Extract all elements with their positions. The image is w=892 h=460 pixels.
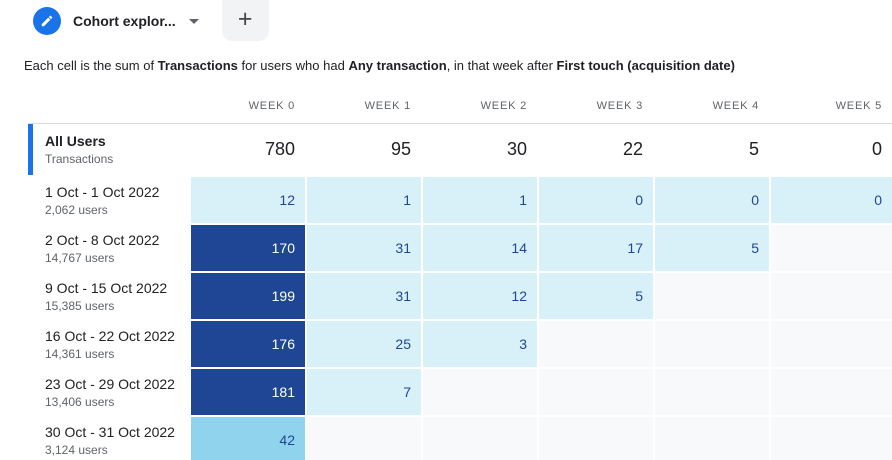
cohort-row: 9 Oct - 15 Oct 2022 15,385 users 199 31 12 5 [0,273,892,319]
cohort-date-range: 30 Oct - 31 Oct 2022 [45,423,175,440]
cohort-row-label: 16 Oct - 22 Oct 2022 14,361 users [0,321,189,367]
cohort-cell[interactable]: 0 [771,177,892,223]
cohort-cell[interactable]: 25 [307,321,421,367]
cohort-cell [655,321,769,367]
summary-value: 5 [748,138,759,159]
cohort-user-count: 13,406 users [45,394,115,409]
week-header: WEEK 0 [248,100,295,112]
cohort-date-range: 1 Oct - 1 Oct 2022 [45,183,160,200]
description-bold-segment: Any transaction [348,58,447,73]
plus-icon: + [237,4,253,33]
cohort-cell [771,273,892,319]
cohort-cell [771,225,892,271]
week-header: WEEK 1 [364,100,411,112]
cohort-cell[interactable]: 5 [655,225,769,271]
cohort-cell [655,417,769,460]
summary-value: 0 [871,138,882,159]
cohort-user-count: 14,767 users [45,250,115,265]
cohort-row-label: 30 Oct - 31 Oct 2022 3,124 users [0,417,189,460]
cohort-cell [423,417,537,460]
cohort-date-range: 2 Oct - 8 Oct 2022 [45,231,160,248]
cohort-cell[interactable]: 0 [539,177,653,223]
tab-cohort-exploration[interactable]: Cohort explor... [0,0,205,41]
cohort-date-range: 16 Oct - 22 Oct 2022 [45,327,175,344]
cohort-cell[interactable]: 1 [423,177,537,223]
cohort-row: 30 Oct - 31 Oct 2022 3,124 users 42 [0,417,892,460]
cohort-user-count: 15,385 users [45,298,115,313]
cohort-cell [539,369,653,415]
summary-value: 22 [622,138,643,159]
all-users-row[interactable]: All Users Transactions 780 95 30 22 5 0 [0,123,892,175]
summary-title: All Users [45,132,106,149]
cohort-cell[interactable]: 12 [191,177,305,223]
cohort-table: WEEK 0 WEEK 1 WEEK 2 WEEK 3 WEEK 4 WEEK 5 All… [0,89,892,460]
tab-bar: Cohort explor... + [0,0,892,41]
cohort-cell [423,369,537,415]
cohort-cell [771,417,892,460]
cohort-date-range: 9 Oct - 15 Oct 2022 [45,279,168,296]
edit-pencil-icon [33,6,61,35]
week-header: WEEK 3 [596,100,643,112]
description-segment: for users who had [237,58,349,73]
cohort-row-label: 1 Oct - 1 Oct 2022 2,062 users [0,177,189,223]
cohort-cell[interactable]: 3 [423,321,537,367]
cohort-cell[interactable]: 1 [307,177,421,223]
cohort-cell[interactable]: 199 [191,273,305,319]
cohort-cell[interactable]: 0 [655,177,769,223]
cohort-row-label: 23 Oct - 29 Oct 2022 13,406 users [0,369,189,415]
cohort-cell [655,273,769,319]
accent-bar [28,124,33,175]
cohort-row-label: 9 Oct - 15 Oct 2022 15,385 users [0,273,189,319]
cohort-cell[interactable]: 5 [539,273,653,319]
description-bold-segment: Transactions [157,58,238,73]
cohort-cell [539,321,653,367]
cohort-row: 2 Oct - 8 Oct 2022 14,767 users 170 31 14 17 5 [0,225,892,271]
summary-value: 30 [506,138,527,159]
cohort-cell[interactable]: 14 [423,225,537,271]
description-bold-segment: First touch (acquisition date) [556,58,735,73]
week-header-row: WEEK 0 WEEK 1 WEEK 2 WEEK 3 WEEK 4 WEEK 5 [0,89,892,123]
cohort-cell [771,369,892,415]
cohort-cell [307,417,421,460]
chevron-down-icon[interactable] [188,18,199,24]
week-header: WEEK 5 [835,100,882,112]
summary-subtitle: Transactions [45,151,114,166]
all-users-label-cell: All Users Transactions [0,123,189,175]
cohort-row-label: 2 Oct - 8 Oct 2022 14,767 users [0,225,189,271]
description-segment: , in that week after [446,58,557,73]
cohort-user-count: 14,361 users [45,346,115,361]
cohort-cell [655,369,769,415]
summary-value: 95 [390,138,411,159]
week-header: WEEK 4 [712,100,759,112]
add-tab-button[interactable]: + [221,0,269,41]
cohort-cell[interactable]: 31 [307,225,421,271]
week-header: WEEK 2 [480,100,527,112]
cohort-cell[interactable]: 176 [191,321,305,367]
summary-value: 780 [264,138,295,159]
cohort-cell[interactable]: 181 [191,369,305,415]
cohort-rows: 1 Oct - 1 Oct 2022 2,062 users 12 1 1 0 0 0 2 Oc… [0,177,892,460]
cohort-cell[interactable]: 31 [307,273,421,319]
cohort-cell [539,417,653,460]
cohort-row: 1 Oct - 1 Oct 2022 2,062 users 12 1 1 0 0 0 [0,177,892,223]
cohort-cell[interactable]: 170 [191,225,305,271]
cohort-description: Each cell is the sum of Transactions for… [24,58,892,73]
description-segment: Each cell is the sum of [24,58,158,73]
cohort-row: 16 Oct - 22 Oct 2022 14,361 users 176 25 3 [0,321,892,367]
cohort-cell[interactable]: 17 [539,225,653,271]
tab-label: Cohort explor... [73,12,176,29]
cohort-row: 23 Oct - 29 Oct 2022 13,406 users 181 7 [0,369,892,415]
cohort-date-range: 23 Oct - 29 Oct 2022 [45,375,175,392]
cohort-cell[interactable]: 12 [423,273,537,319]
cohort-cell[interactable]: 42 [191,417,305,460]
cohort-user-count: 2,062 users [45,202,108,217]
cohort-cell[interactable]: 7 [307,369,421,415]
cohort-user-count: 3,124 users [45,442,108,457]
cohort-cell [771,321,892,367]
